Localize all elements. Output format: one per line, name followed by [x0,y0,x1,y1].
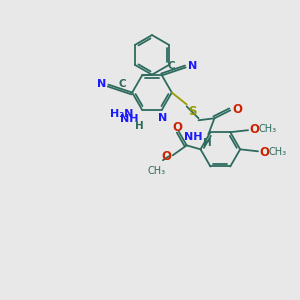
Text: H: H [135,121,143,130]
Text: O: O [232,103,242,116]
Text: H: H [203,138,212,148]
Text: O: O [259,146,269,159]
Text: N: N [158,113,167,123]
Text: H₂N: H₂N [110,109,133,119]
Text: O: O [162,150,172,163]
Text: O: O [249,123,259,136]
Text: S: S [188,105,196,119]
Text: CH₃: CH₃ [148,166,166,176]
Text: N: N [188,61,197,71]
Text: NH: NH [120,114,138,124]
Text: CH₃: CH₃ [259,124,277,134]
Text: N: N [97,79,106,88]
Text: O: O [173,121,183,134]
Text: CH₃: CH₃ [269,147,287,157]
Text: NH: NH [184,132,203,142]
Text: C: C [118,79,126,88]
Text: C: C [168,61,176,71]
